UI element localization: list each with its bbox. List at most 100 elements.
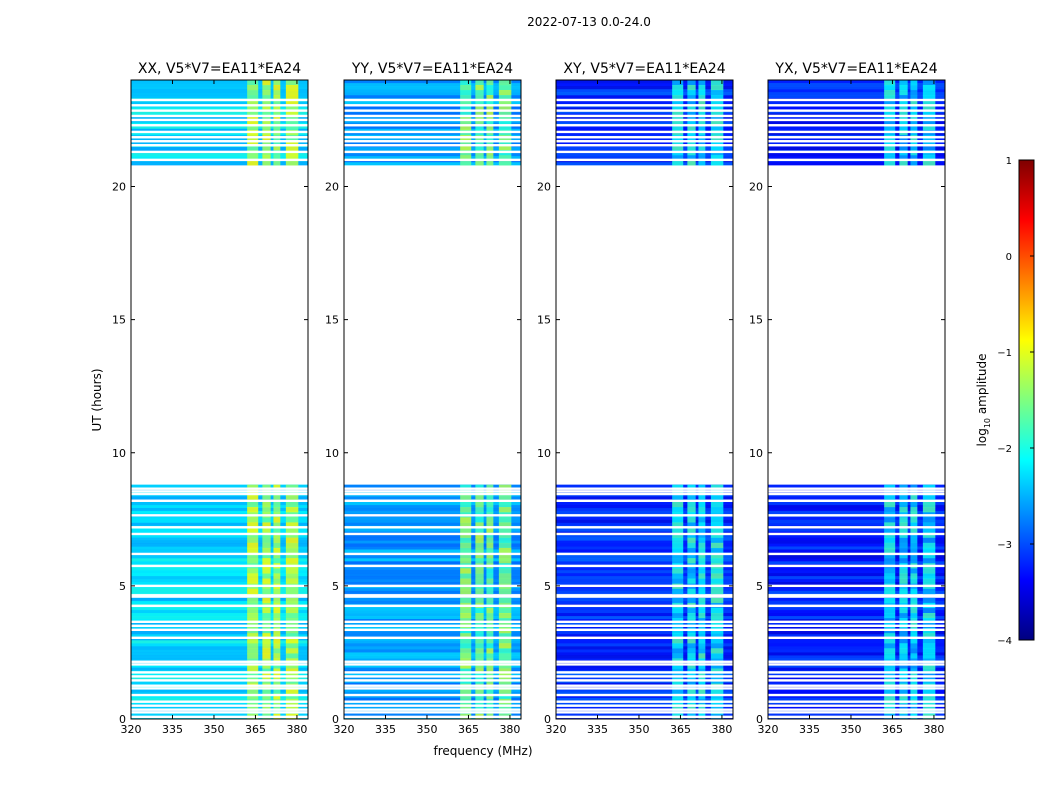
colorbar-tick-label: −3 (997, 540, 1012, 551)
rfi-segment (710, 155, 724, 161)
y-tick-label: 20 (325, 181, 339, 194)
rfi-segment (498, 502, 512, 508)
noise-row (344, 504, 521, 509)
y-axis-label: UT (hours) (90, 368, 104, 431)
flagged-row (768, 118, 945, 122)
rfi-segment (486, 532, 494, 539)
rfi-segment (273, 160, 281, 166)
rfi-segment (899, 568, 908, 574)
x-tick-label: 320 (121, 723, 142, 736)
rfi-segment (922, 588, 936, 595)
noise-row (344, 119, 521, 123)
rfi-segment (922, 155, 936, 161)
noise-row (344, 649, 521, 653)
rfi-segment (672, 527, 684, 533)
rfi-segment (273, 537, 281, 544)
y-tick-label: 0 (332, 713, 339, 726)
rfi-segment (899, 643, 908, 649)
noise-row (556, 540, 733, 544)
rfi-segment (498, 648, 512, 654)
rfi-segment (687, 527, 696, 533)
rfi-segment (247, 578, 259, 584)
noise-row (131, 676, 308, 680)
rfi-segment (498, 90, 512, 96)
rfi-segment (910, 140, 918, 146)
rfi-segment (910, 85, 918, 91)
flagged-row (768, 628, 945, 632)
flagged-row (344, 136, 521, 139)
rfi-segment (273, 643, 281, 649)
noise-row (344, 576, 521, 580)
rfi-segment (710, 522, 724, 528)
rfi-segment (486, 638, 494, 644)
rfi-segment (910, 558, 918, 564)
rfi-segment (273, 542, 281, 549)
rfi-segment (273, 120, 281, 126)
rfi-segment (698, 553, 706, 559)
flagged-row (131, 628, 308, 632)
rfi-segment (910, 553, 918, 559)
rfi-segment (475, 502, 484, 508)
rfi-segment (247, 653, 259, 659)
noise-row (556, 80, 733, 84)
rfi-segment (273, 522, 281, 528)
noise-row (344, 534, 521, 538)
noise-row (131, 579, 308, 583)
rfi-segment (475, 115, 484, 121)
rfi-segment (460, 542, 472, 549)
rfi-segment (899, 517, 908, 523)
rfi-segment (672, 573, 684, 579)
rfi-segment (285, 607, 299, 614)
flagged-row (131, 584, 308, 588)
noise-row (556, 484, 733, 488)
rfi-segment (498, 597, 512, 604)
flagged-row (768, 124, 945, 127)
rfi-segment (247, 527, 259, 533)
noise-row (131, 697, 308, 702)
noise-row (768, 83, 945, 87)
rfi-segment (672, 80, 684, 86)
flagged-row (344, 114, 521, 118)
rfi-segment (672, 517, 684, 523)
noise-row (556, 600, 733, 605)
rfi-segment (262, 110, 271, 116)
rfi-segment (884, 588, 896, 595)
rfi-segment (262, 527, 271, 533)
rfi-segment (498, 507, 512, 513)
rfi-segment (285, 155, 299, 161)
flagged-row (344, 620, 521, 624)
rfi-segment (884, 607, 896, 614)
rfi-segment (273, 125, 281, 131)
flagged-row (556, 684, 733, 687)
noise-row (131, 101, 308, 105)
flagged-row (768, 130, 945, 134)
flagged-row (344, 624, 521, 628)
flagged-row (131, 624, 308, 628)
rfi-segment (884, 85, 896, 91)
rfi-segment (486, 80, 494, 86)
rfi-segment (498, 668, 512, 674)
rfi-segment (486, 573, 494, 579)
rfi-segment (273, 80, 281, 86)
noise-row (344, 510, 521, 515)
rfi-segment (247, 693, 259, 700)
flagged-row (131, 114, 308, 118)
noise-row (131, 546, 308, 550)
rfi-segment (910, 648, 918, 654)
noise-row (556, 691, 733, 696)
y-tick-label: 10 (537, 447, 551, 460)
noise-row (131, 116, 308, 120)
rfi-segment (698, 688, 706, 695)
noise-row (344, 688, 521, 693)
flagged-row (131, 104, 308, 107)
noise-row (556, 658, 733, 662)
noise-row (344, 694, 521, 699)
noise-row (768, 691, 945, 696)
rfi-segment (498, 100, 512, 106)
rfi-segment (899, 140, 908, 146)
noise-row (131, 606, 308, 611)
rfi-segment (247, 542, 259, 549)
flagged-row (768, 584, 945, 588)
rfi-segment (687, 105, 696, 111)
rfi-segment (498, 653, 512, 659)
